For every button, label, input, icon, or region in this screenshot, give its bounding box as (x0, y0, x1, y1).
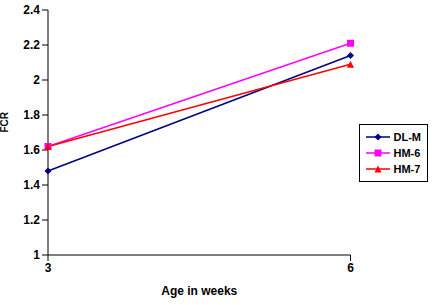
svg-text:1.2: 1.2 (23, 213, 40, 227)
html-text:DL-M: DL-M (393, 130, 421, 143)
svg-text:1.6: 1.6 (23, 143, 40, 157)
svg-text:3: 3 (45, 261, 52, 275)
svg-text:Age in weeks: Age in weeks (161, 284, 237, 298)
svg-text:2.2: 2.2 (23, 38, 40, 52)
svg-text:1.4: 1.4 (23, 178, 40, 192)
svg-text:FCR: FCR (8, 111, 10, 132)
html-text:HM-6: HM-6 (393, 146, 421, 159)
svg-text:6: 6 (347, 261, 354, 275)
svg-text:2.4: 2.4 (23, 3, 40, 17)
html-text:HM-7: HM-7 (393, 162, 421, 175)
svg-text:1.8: 1.8 (23, 108, 40, 122)
svg-text:2: 2 (33, 73, 40, 87)
svg-text:1: 1 (33, 248, 40, 262)
